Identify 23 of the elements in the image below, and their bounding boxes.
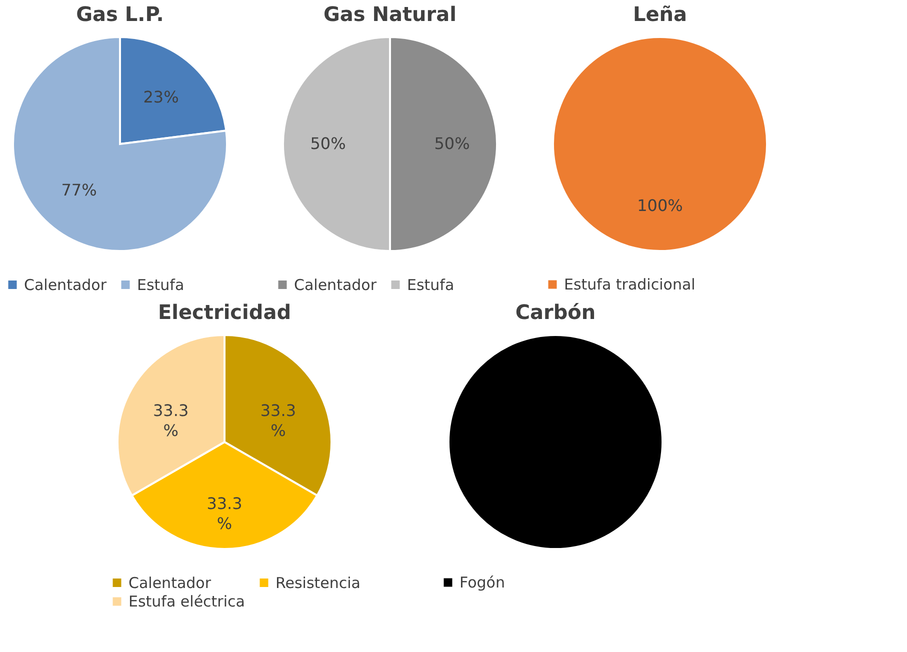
data-label: 100%	[637, 196, 683, 215]
data-label: 33.3 %	[152, 401, 189, 440]
legend-label: Resistencia	[276, 574, 360, 592]
legend-label: Calentador	[128, 574, 212, 592]
data-label: 77%	[61, 180, 97, 200]
chart-title: Leña	[632, 2, 688, 26]
chart-title: Gas Natural	[323, 2, 457, 26]
legend-label: Estufa eléctrica	[128, 592, 245, 610]
legend-label: Estufa	[407, 276, 454, 294]
chart-title: Electricidad	[158, 300, 292, 324]
chart-title: Carbón	[515, 300, 596, 324]
data-label: 33.3 %	[260, 401, 296, 440]
legend-label: Estufa tradicional	[564, 276, 696, 294]
data-label: 33.3 %	[206, 494, 242, 533]
data-label: 23%	[143, 87, 179, 106]
data-label: 50%	[434, 134, 470, 153]
legend-label: Calentador	[24, 276, 108, 294]
data-label: 50%	[310, 134, 346, 153]
legend-label: Estufa	[137, 276, 184, 294]
chart-title: Gas L.P.	[76, 2, 164, 26]
legend-label: Fogón	[460, 574, 505, 592]
pie-slice	[12, 36, 228, 252]
legend-label: Calentador	[294, 276, 378, 294]
